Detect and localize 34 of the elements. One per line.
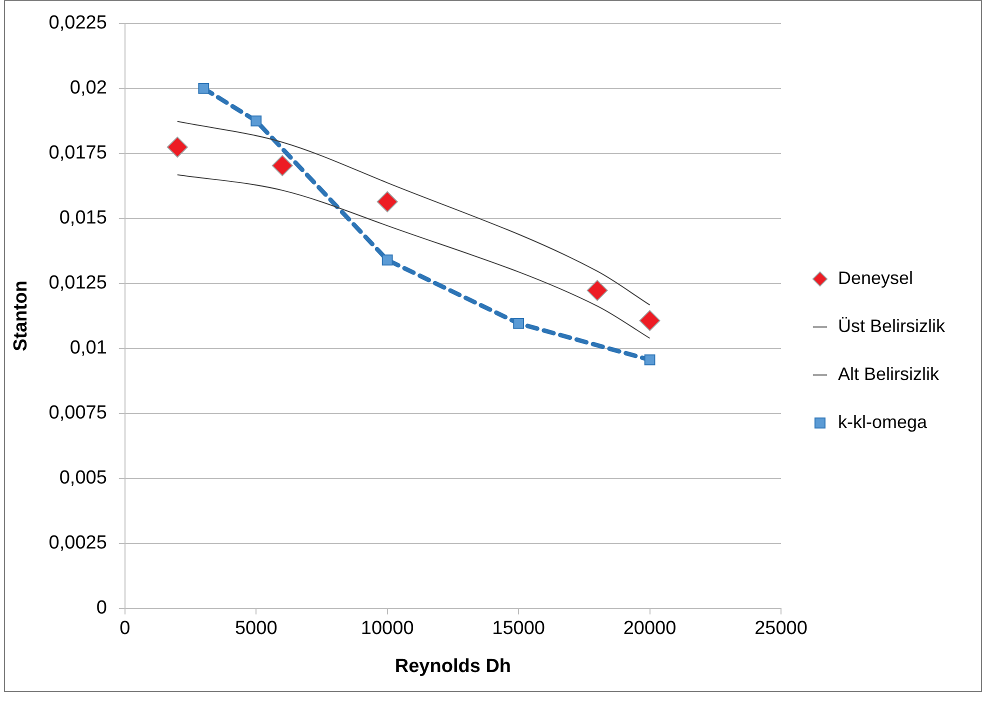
x-tick-label: 5000 — [234, 618, 278, 640]
x-tick-label: 20000 — [623, 618, 676, 640]
y-axis-title: Stanton — [10, 280, 32, 352]
point — [586, 280, 608, 301]
point — [198, 82, 210, 94]
x-axis-title: Reynolds Dh — [394, 656, 512, 677]
x-tick-label: 15000 — [492, 618, 545, 640]
point — [376, 191, 398, 212]
y-tick-label: 0,0125 — [48, 272, 107, 294]
point — [272, 155, 293, 176]
legend-label: Üst Belirsizlik — [838, 316, 946, 336]
y-tick-label: 0,0175 — [48, 142, 107, 164]
line-series — [176, 120, 650, 306]
y-tick-label: 0,0225 — [48, 12, 107, 34]
point — [166, 136, 188, 158]
y-tick-label: 0,0075 — [48, 402, 107, 424]
point — [250, 115, 262, 126]
point — [382, 254, 393, 266]
x-tick-label: 25000 — [754, 618, 808, 640]
line-series — [176, 174, 650, 339]
point — [644, 354, 656, 366]
legend-label: Deneysel — [838, 268, 914, 288]
x-tick-label: 10000 — [360, 618, 414, 640]
point — [639, 310, 660, 332]
y-tick-label: 0,015 — [59, 208, 107, 229]
y-tick-label: 0 — [96, 598, 107, 619]
y-tick-label: 0,01 — [70, 338, 107, 359]
legend-label: Alt Belirsizlik — [838, 364, 940, 384]
x-tick-label: 0 — [120, 618, 130, 640]
legend-label: k-kl-omega — [838, 412, 928, 432]
y-tick-label: 0,005 — [59, 468, 107, 489]
y-tick-label: 0,0025 — [48, 532, 107, 554]
point — [513, 318, 524, 329]
y-tick-label: 0,02 — [70, 78, 107, 99]
